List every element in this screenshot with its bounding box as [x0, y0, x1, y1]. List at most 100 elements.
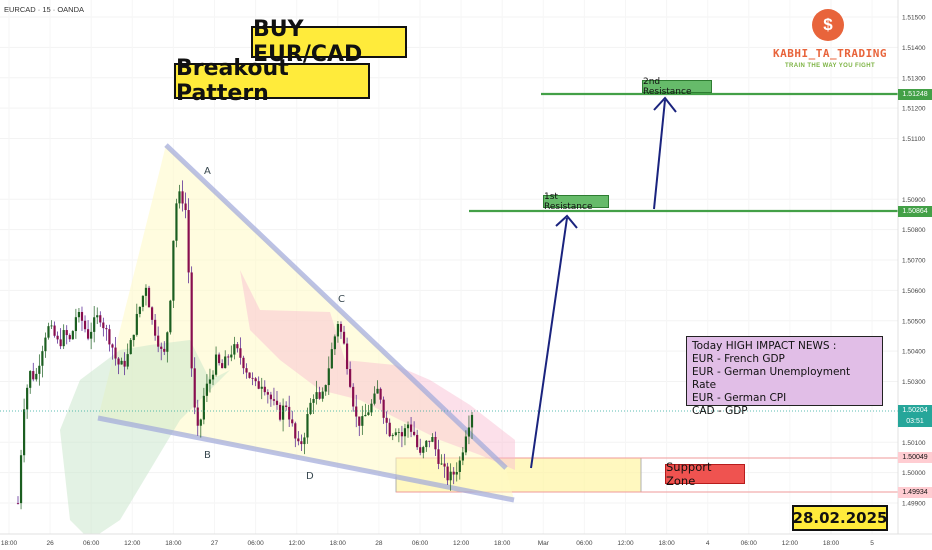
candle-body: [422, 447, 425, 453]
candle-body: [364, 414, 367, 417]
candle-body: [41, 351, 44, 366]
candle-body: [111, 344, 114, 348]
candle-body: [71, 331, 74, 340]
time-axis[interactable]: [0, 534, 932, 550]
x-tick-label: 06:00: [412, 540, 429, 547]
news-item: EUR - French GDP: [692, 353, 785, 365]
candle-body: [102, 322, 105, 329]
candle-body: [138, 306, 141, 314]
x-tick-label: 18:00: [330, 540, 347, 547]
candle-body: [187, 210, 190, 273]
time-axis-ticks: 18:00 26 06:00 12:00 18:00 27 06:00 12:00 18:00 2…: [1, 540, 874, 547]
news-item: CAD - GDP: [692, 405, 748, 417]
arrow-to-resistance1: [530, 217, 568, 469]
x-tick-label: 18:00: [658, 540, 675, 547]
candle-body: [166, 332, 169, 352]
candle-body: [190, 272, 193, 369]
candle-body: [403, 428, 407, 437]
candle-body: [245, 368, 248, 373]
y-tick-label: 1.49900: [902, 501, 926, 508]
candle-body: [269, 394, 272, 400]
candle-body: [16, 503, 20, 504]
candle-body: [205, 383, 209, 396]
candle-body: [99, 315, 102, 323]
candle-body: [135, 313, 138, 335]
wedge-upper-line: [164, 143, 508, 470]
subtitle-box: Breakout Pattern: [174, 56, 370, 106]
candle-body: [59, 339, 62, 347]
y-tick-label: 1.50000: [902, 470, 926, 477]
candle-body: [254, 378, 257, 382]
support-zone-label: Support Zone: [665, 460, 745, 488]
candle-body: [355, 406, 358, 417]
candle-body: [443, 463, 446, 467]
point-b-label: B: [204, 450, 211, 461]
y-tick-label: 1.51300: [902, 75, 926, 82]
candle-body: [367, 412, 370, 415]
candle-body: [431, 436, 434, 442]
candle-body: [333, 336, 336, 350]
candle-body: [467, 427, 471, 437]
candle-body: [251, 377, 254, 379]
candle-body: [455, 471, 458, 475]
candle-body: [108, 329, 111, 345]
point-d-label: D: [306, 471, 314, 482]
candle-body: [86, 329, 90, 339]
support-bottom-price-tag: 1.49934: [898, 487, 932, 498]
candle-body: [157, 335, 160, 347]
candle-body: [208, 379, 212, 384]
news-item: EUR - German Unemployment Rate: [692, 366, 851, 391]
candle-body: [53, 325, 56, 336]
candle-body: [239, 348, 242, 358]
x-tick-label: 06:00: [741, 540, 758, 547]
y-tick-label: 1.50100: [902, 440, 926, 447]
y-tick-label: 1.50300: [902, 379, 926, 386]
candle-body: [318, 392, 321, 399]
candle-body: [315, 392, 318, 400]
candle-body: [376, 388, 379, 394]
candle-body: [218, 354, 221, 364]
candle-body: [224, 356, 227, 369]
candle-body: [227, 356, 230, 358]
candle-body: [141, 295, 145, 307]
candle-body: [428, 440, 431, 442]
candle-body: [470, 414, 474, 428]
dollar-icon: $: [812, 9, 844, 41]
candle-body: [242, 357, 245, 369]
candle-body: [202, 395, 205, 420]
candle-body: [62, 330, 65, 347]
candle-body: [425, 440, 428, 448]
point-a-label: A: [204, 166, 211, 177]
x-tick-label: 12:00: [782, 540, 799, 547]
countdown-tag: 03:51: [898, 416, 932, 427]
candle-body: [349, 369, 352, 387]
candle-body: [147, 287, 151, 308]
candle-body: [345, 343, 349, 370]
candle-body: [211, 374, 215, 380]
candles-group: [16, 180, 474, 510]
candle-body: [294, 423, 297, 439]
candle-body: [419, 447, 422, 453]
candle-body: [123, 360, 126, 367]
ichimoku-cloud-green: [60, 340, 230, 540]
candle-body: [74, 317, 77, 332]
candle-body: [96, 315, 99, 318]
candle-body: [324, 385, 327, 392]
candle-body: [120, 360, 123, 365]
candle-body: [434, 436, 437, 450]
wedge-lower-line: [97, 415, 515, 503]
support-top-price-tag: 1.50049: [898, 452, 932, 463]
candle-body: [397, 432, 400, 433]
candle-body: [391, 435, 394, 437]
x-tick-label: 12:00: [453, 540, 470, 547]
candle-body: [65, 330, 68, 336]
candle-body: [257, 381, 260, 389]
candle-body: [373, 393, 376, 404]
candle-body: [114, 347, 117, 359]
logo-tagline: TRAIN THE WAY YOU FIGHT: [784, 63, 876, 69]
candle-body: [288, 406, 291, 420]
candle-body: [83, 320, 87, 330]
news-box: Today HIGH IMPACT NEWS : EUR - French GD…: [686, 336, 883, 417]
candle-body: [437, 449, 440, 464]
